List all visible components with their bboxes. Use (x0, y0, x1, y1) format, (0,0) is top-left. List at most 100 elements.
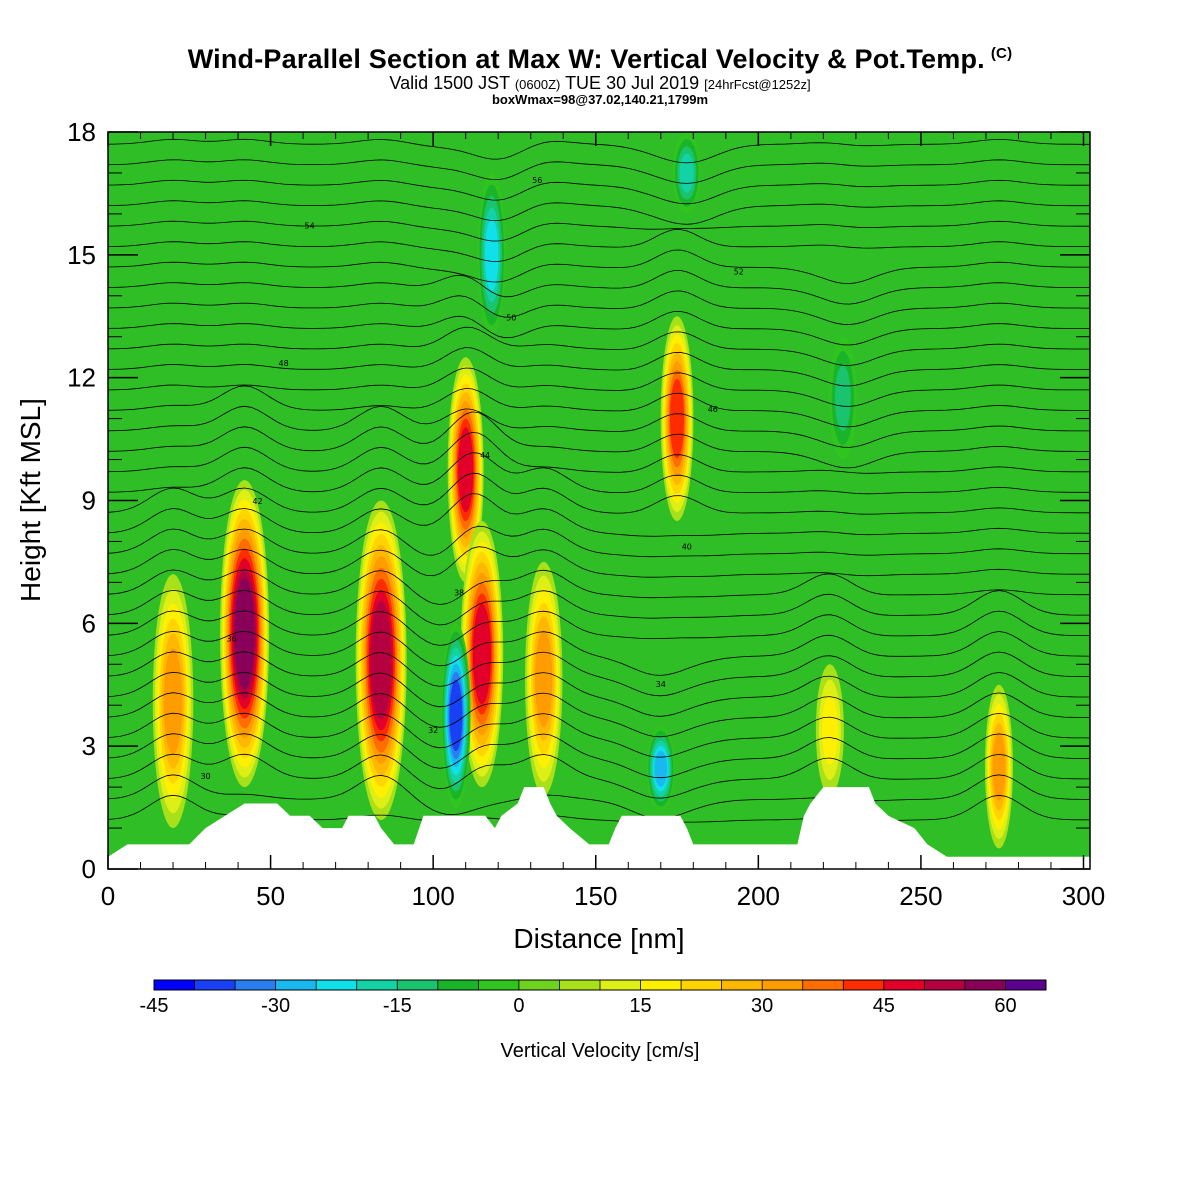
theta-contour-label: 46 (708, 405, 718, 414)
colorbar-swatch (1005, 980, 1047, 990)
downdraft-cell (646, 725, 675, 812)
theta-contour-line (108, 651, 1090, 697)
theta-contour-line (108, 753, 1090, 799)
downdraft-cell (441, 623, 471, 808)
updraft-cell-band (458, 427, 474, 513)
theta-contour-label: 42 (252, 497, 262, 506)
colorbar-swatch (316, 980, 358, 990)
plot-area: 30 32 34 36 38 40 42 44 46 48 50 52 54 56 (108, 132, 1090, 869)
theta-contour-line (108, 229, 1090, 262)
theta-contour-line (108, 367, 1090, 407)
y-tick-label: 3 (82, 731, 96, 761)
colorbar-swatch (802, 980, 844, 990)
y-tick-label: 9 (82, 486, 96, 516)
updraft-cell-band (472, 603, 491, 705)
colorbar-swatch (721, 980, 763, 990)
downdraft-cell (828, 336, 857, 460)
colorbar-tick-label: 60 (994, 995, 1016, 1017)
theta-contour-line (108, 712, 1090, 758)
theta-contour-label: 54 (305, 222, 315, 231)
colorbar: -45 -30 -15 0 15 30 45 60 (140, 979, 1047, 1017)
downdraft-cell-band (834, 365, 851, 431)
theta-contour-line (108, 269, 1090, 305)
colorbar-tick-label: 30 (751, 995, 773, 1017)
colorbar-swatch (559, 980, 601, 990)
valid-utc: (0600Z) (514, 77, 561, 92)
updraft-cell (152, 574, 194, 829)
colorbar-title: Vertical Velocity [cm/s] (501, 1040, 700, 1062)
colorbar-tick-label: 0 (513, 995, 524, 1017)
theta-contour-label: 44 (480, 451, 490, 460)
theta-contour-label: 30 (200, 772, 210, 781)
theta-contour-label: 36 (226, 634, 236, 643)
theta-contour-label: 48 (278, 359, 288, 368)
updraft-cell (815, 664, 844, 796)
theta-contour-line (108, 630, 1090, 676)
colorbar-swatch (397, 980, 439, 990)
updraft-cell-band (992, 732, 1006, 801)
theta-contour-line (108, 774, 1090, 820)
theta-contour-line (108, 589, 1090, 626)
theta-contour-label: 38 (454, 588, 464, 597)
theta-contour-line (108, 411, 1090, 469)
theta-contour-label: 50 (506, 313, 516, 322)
colorbar-swatch (964, 980, 1006, 990)
updraft-cell (660, 316, 694, 522)
colorbar-swatch (478, 980, 520, 990)
theta-contour-line (108, 493, 1090, 537)
theta-contour-line (108, 310, 1090, 346)
colorbar-swatch (235, 980, 277, 990)
updraft-cell-band (234, 577, 255, 690)
colorbar-swatch (681, 980, 723, 990)
colorbar-swatch (518, 980, 560, 990)
theta-contour-line (108, 569, 1090, 605)
terrain-mask (108, 787, 1090, 869)
theta-contour-line (108, 671, 1090, 717)
updraft-cell (525, 561, 563, 796)
theta-contour-line (108, 138, 1090, 164)
colorbar-swatch (924, 980, 966, 990)
box-wmax-info: boxWmax=98@37.02,140.21,1799m (491, 92, 709, 107)
forecast-info: [24hrFcst@1252z] (704, 77, 811, 92)
colorbar-swatch (600, 980, 642, 990)
colorbar-swatch (356, 980, 398, 990)
theta-contour-line (108, 200, 1090, 225)
theta-contour-line (108, 546, 1090, 578)
colorbar-swatch (843, 980, 885, 990)
downdraft-cell-band (484, 218, 499, 291)
theta-contour-line (108, 733, 1090, 779)
updraft-cell-band (370, 601, 392, 720)
colorbar-tick-label: 15 (629, 995, 651, 1017)
theta-contour-label: 34 (656, 680, 666, 689)
theta-contour-line (108, 431, 1090, 474)
updraft-cell (984, 684, 1013, 849)
theta-contour-line (108, 525, 1090, 558)
y-tick-label: 6 (82, 608, 96, 638)
updraft-cell (447, 357, 484, 583)
updraft-cell-band (669, 378, 685, 459)
valid-time-line: Valid 1500 JST (0600Z) TUE 30 Jul 2019 [… (0, 73, 1200, 94)
theta-contour-label: 32 (428, 726, 438, 735)
chart-title-line: Wind-Parallel Section at Max W: Vertical… (0, 44, 1200, 75)
colorbar-swatch (762, 980, 804, 990)
y-axis-title: Height [Kft MSL] (15, 398, 46, 602)
theta-contour-line (108, 347, 1090, 387)
colorbar-tick-label: -15 (383, 995, 412, 1017)
copyright-mark: (C) (990, 45, 1013, 62)
colorbar-swatch (275, 980, 317, 990)
downdraft-cell (477, 172, 506, 337)
valid-time: Valid 1500 JST (389, 73, 510, 93)
colorbar-swatch (437, 980, 479, 990)
velocity-field (152, 132, 1013, 849)
theta-contour-line (108, 220, 1090, 242)
colorbar-tick-label: -30 (261, 995, 290, 1017)
colorbar-tick-label: -45 (140, 995, 169, 1017)
colorbar-tick-label: 45 (873, 995, 895, 1017)
updraft-cell-band (535, 630, 553, 728)
downdraft-cell-band (654, 750, 668, 787)
updraft-cell (219, 480, 270, 788)
x-tick-label: 50 (256, 881, 285, 911)
updraft-cell-band (821, 694, 838, 765)
